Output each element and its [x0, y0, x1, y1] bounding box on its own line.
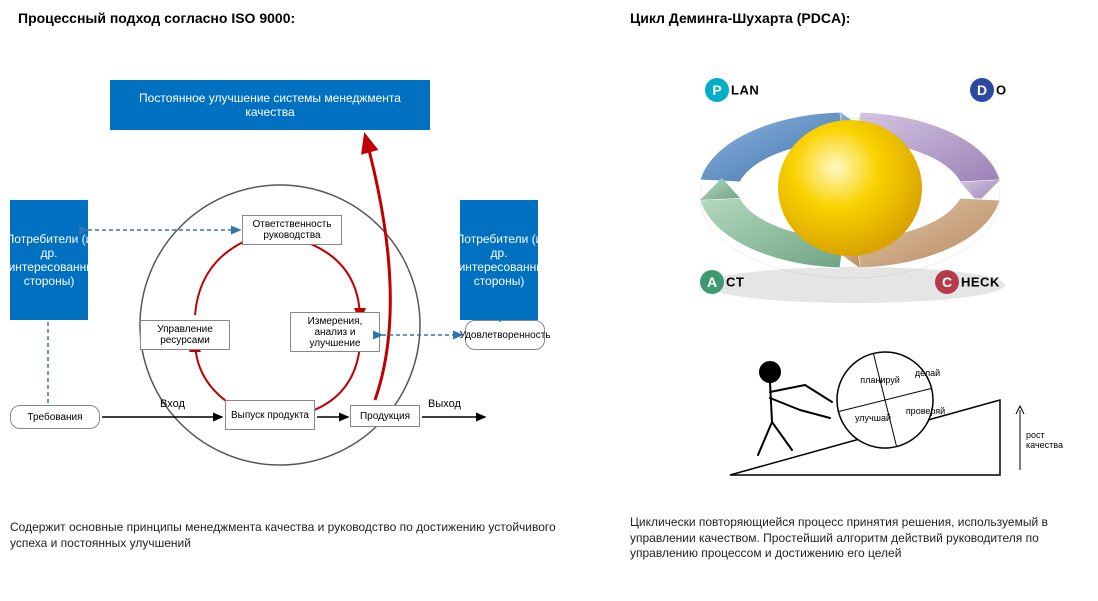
do-label: DO	[970, 78, 1007, 102]
right-title: Цикл Деминга-Шухарта (PDCA):	[630, 10, 850, 26]
pdca-panel: Цикл Деминга-Шухарта (PDCA):	[620, 0, 1090, 601]
check-label: CHECK	[935, 270, 1000, 294]
iso-process-panel: Процессный подход согласно ISO 9000: Пос…	[10, 0, 600, 601]
pdca-ring: PLAN DO CHECK ACT	[650, 60, 1050, 310]
q-improve: улучшай	[848, 413, 898, 423]
q-check: проверяй	[898, 406, 953, 416]
plan-label: PLAN	[705, 78, 759, 102]
ramp-diagram: планируй делай улучшай проверяй рост кач…	[700, 330, 1060, 500]
right-caption: Циклически повторяющиейся процесс принят…	[630, 515, 1080, 562]
dashed-connectors	[10, 0, 600, 500]
act-label: ACT	[700, 270, 744, 294]
check-letter: C	[935, 270, 959, 294]
act-letter: A	[700, 270, 724, 294]
q-plan: планируй	[855, 375, 905, 385]
q-do: делай	[905, 368, 950, 378]
plan-letter: P	[705, 78, 729, 102]
do-letter: D	[970, 78, 994, 102]
left-caption: Содержит основные принципы менеджмента к…	[10, 520, 570, 551]
growth-label: рост качества	[1026, 430, 1076, 450]
